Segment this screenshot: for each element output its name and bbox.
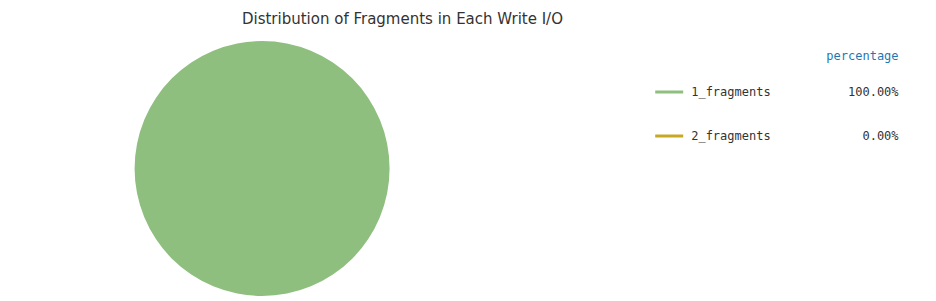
legend-label: 1_fragments — [691, 85, 770, 99]
legend-value: 0.00% — [862, 129, 899, 143]
title: Distribution of Fragments in Each Write … — [242, 10, 563, 28]
legend-entry: 1_fragments 100.00% — [655, 85, 899, 99]
legend-swatch — [655, 135, 683, 138]
legend-swatch — [655, 91, 683, 94]
legend-value: 100.00% — [848, 85, 899, 99]
legend-label: 2_fragments — [691, 129, 770, 143]
legend: percentage 1_fragments 100.00% 2_fragments 0… — [655, 49, 899, 143]
chart: Distribution of Fragments in Each Write … — [0, 0, 936, 301]
pie — [135, 41, 390, 296]
slice — [135, 41, 390, 296]
legend-entry: 2_fragments 0.00% — [655, 129, 899, 143]
legend-title: percentage — [826, 49, 898, 63]
slice — [262, 41, 263, 169]
